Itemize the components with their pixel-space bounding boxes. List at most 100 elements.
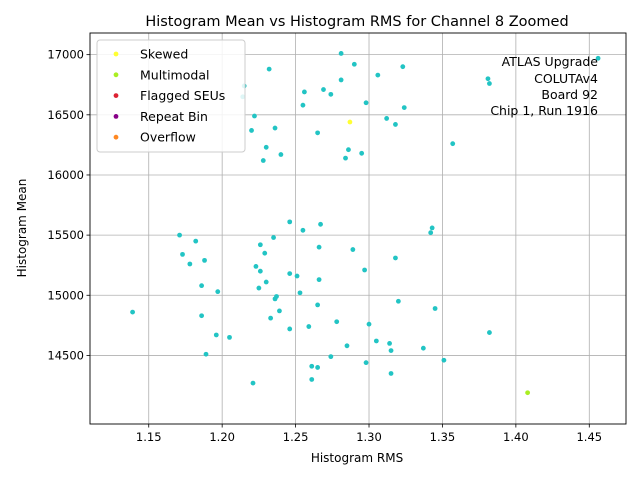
x-axis-label: Histogram RMS <box>311 451 403 465</box>
y-axis-ticks: 14500 15000 15500 16000 16500 17000 <box>47 48 90 362</box>
data-point <box>263 279 269 285</box>
data-point <box>328 354 334 360</box>
data-point <box>420 345 426 351</box>
data-point <box>432 306 438 311</box>
data-point <box>373 338 379 344</box>
annotation-line-1: ATLAS Upgrade <box>502 54 599 69</box>
legend: Skewed Multimodal Flagged SEUs Repeat Bin Ov… <box>96 39 246 153</box>
data-point <box>359 150 365 156</box>
data-point <box>202 257 207 263</box>
data-point <box>227 334 232 340</box>
annotation-line-4: Chip 1, Run 1916 <box>490 103 598 118</box>
data-point <box>316 277 322 283</box>
chart-title: Histogram Mean vs Histogram RMS for Chan… <box>145 14 568 30</box>
y-tick-label: 17000 <box>47 48 84 62</box>
annotation-line-3: Board 92 <box>541 87 598 102</box>
data-point <box>249 128 254 133</box>
data-point <box>199 283 205 289</box>
data-point <box>262 250 268 256</box>
data-point <box>401 105 407 110</box>
data-point <box>203 351 209 357</box>
data-point <box>215 289 221 295</box>
data-point <box>294 273 300 279</box>
legend-marker <box>113 114 119 119</box>
data-point <box>315 365 321 370</box>
data-point <box>344 343 350 349</box>
x-tick-label: 1.20 <box>209 430 235 444</box>
data-point <box>306 324 312 329</box>
data-point <box>177 232 182 238</box>
data-point <box>287 219 293 225</box>
data-point <box>199 313 205 319</box>
data-point <box>287 271 293 277</box>
data-point <box>272 296 278 302</box>
x-tick-label: 1.25 <box>283 430 309 444</box>
data-point <box>257 242 263 248</box>
data-point <box>388 371 394 376</box>
data-point <box>302 89 307 95</box>
data-point <box>487 330 492 335</box>
data-point <box>384 116 390 121</box>
data-point <box>350 247 356 252</box>
data-point <box>328 91 334 97</box>
data-point <box>257 268 263 274</box>
data-point <box>395 298 401 304</box>
data-point <box>272 125 278 131</box>
y-tick-label: 16000 <box>47 168 84 182</box>
data-point <box>315 130 321 136</box>
data-point <box>309 377 315 382</box>
legend-marker <box>113 72 119 78</box>
data-point <box>321 87 326 92</box>
y-tick-label: 15500 <box>47 228 84 242</box>
legend-label: Flagged SEUs <box>140 88 225 103</box>
x-tick-label: 1.45 <box>576 430 602 444</box>
data-point <box>387 340 392 346</box>
annotation-line-2: COLUTAv4 <box>534 71 598 86</box>
data-point <box>287 326 293 332</box>
data-point <box>334 319 340 325</box>
data-point <box>180 251 185 257</box>
data-point <box>256 285 262 291</box>
data-point <box>252 113 257 119</box>
data-point <box>193 238 199 244</box>
data-point <box>429 225 435 231</box>
data-point <box>366 321 372 327</box>
data-point <box>130 309 135 315</box>
legend-label: Skewed <box>140 47 188 62</box>
data-point <box>393 255 398 261</box>
data-point <box>525 390 531 396</box>
data-points <box>130 51 601 396</box>
legend-box <box>96 39 246 153</box>
x-tick-label: 1.30 <box>356 430 382 444</box>
data-point <box>318 221 323 227</box>
data-point <box>297 290 303 296</box>
x-tick-label: 1.35 <box>430 430 456 444</box>
data-point <box>363 360 369 366</box>
legend-marker <box>113 51 119 57</box>
legend-label: Repeat Bin <box>140 109 208 124</box>
data-point <box>375 72 381 78</box>
data-point <box>338 77 344 83</box>
data-point <box>277 308 282 314</box>
data-point <box>393 122 398 127</box>
data-point <box>347 119 353 125</box>
data-point <box>309 363 315 369</box>
data-point <box>271 235 276 240</box>
data-point <box>316 244 322 250</box>
data-point <box>268 315 274 321</box>
data-point <box>595 55 601 61</box>
data-point <box>266 66 272 72</box>
legend-marker <box>113 134 119 140</box>
data-point <box>450 141 456 147</box>
data-point <box>388 348 394 354</box>
data-point <box>187 261 193 267</box>
axes-frame <box>89 32 627 425</box>
legend-label: Multimodal <box>140 67 209 82</box>
data-point <box>400 64 406 70</box>
data-point <box>351 61 357 67</box>
x-axis-ticks: 1.15 1.20 1.25 1.30 1.35 1.40 1.45 <box>136 424 602 444</box>
data-point <box>260 158 266 163</box>
legend-marker <box>113 93 119 98</box>
y-tick-label: 14500 <box>47 348 84 362</box>
data-point <box>315 302 321 308</box>
